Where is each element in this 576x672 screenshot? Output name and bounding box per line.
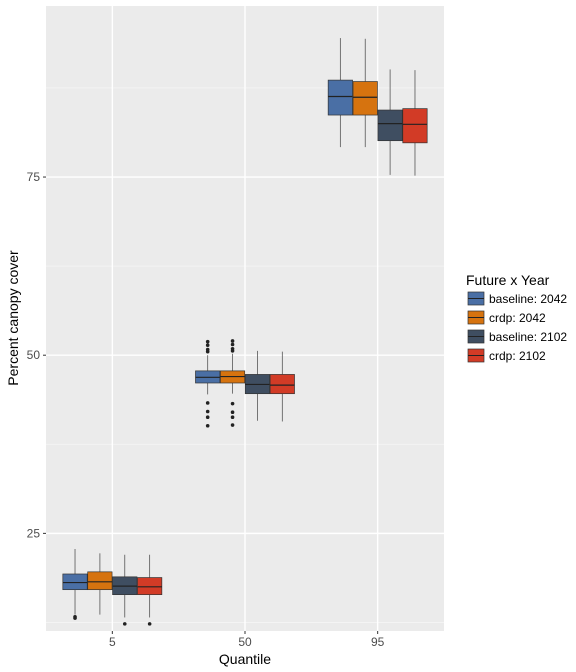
outlier-point — [205, 349, 210, 354]
legend-title: Future x Year — [466, 272, 550, 288]
legend-label: baseline: 2042 — [489, 292, 567, 306]
box-iqr — [377, 109, 403, 142]
outlier-point — [230, 410, 235, 415]
box-group — [327, 38, 353, 148]
y-axis-title: Percent canopy cover — [5, 250, 21, 386]
box-group — [244, 350, 270, 421]
box-series — [87, 38, 378, 615]
y-tick-label: 75 — [27, 170, 41, 184]
legend-label: crdp: 2042 — [489, 311, 546, 325]
box-iqr — [402, 108, 428, 144]
box-group — [377, 69, 403, 175]
box-group — [112, 554, 138, 626]
outlier-point — [205, 339, 210, 344]
outlier-point — [230, 415, 235, 420]
box-series — [137, 70, 428, 626]
legend-label: crdp: 2102 — [489, 349, 546, 363]
box-group — [352, 38, 378, 148]
outlier-point — [122, 622, 127, 626]
box-iqr — [352, 81, 378, 116]
x-tick-label: 95 — [371, 635, 385, 649]
box-group — [62, 549, 88, 620]
box-group — [137, 554, 163, 626]
y-axis: 25 50 75 — [27, 170, 46, 540]
x-axis-title: Quantile — [219, 651, 271, 667]
box-series-layer — [62, 38, 428, 626]
x-tick-label: 50 — [238, 635, 252, 649]
box-iqr — [269, 374, 295, 395]
legend-label: baseline: 2102 — [489, 330, 567, 344]
outlier-point — [230, 423, 235, 427]
outlier-point — [230, 339, 235, 343]
x-axis: 5 50 95 — [109, 631, 385, 649]
box-series — [62, 38, 353, 620]
box-iqr — [62, 573, 88, 591]
legend: Future x Year baseline: 2042 crdp: 2042 ba… — [466, 272, 567, 363]
grid-lines — [46, 6, 444, 631]
box-iqr — [137, 577, 163, 596]
y-tick-label: 50 — [27, 348, 41, 362]
box-series — [112, 69, 403, 626]
outlier-point — [205, 401, 210, 405]
outlier-point — [230, 401, 235, 406]
outlier-point — [205, 415, 210, 420]
box-iqr — [327, 79, 353, 116]
outlier-point — [73, 616, 77, 620]
box-iqr — [87, 571, 113, 591]
box-group — [220, 339, 246, 427]
outlier-point — [205, 409, 210, 414]
outlier-point — [230, 349, 235, 353]
outlier-point — [205, 343, 210, 348]
y-tick-label: 25 — [27, 526, 41, 540]
outlier-point — [205, 423, 210, 428]
box-group — [195, 339, 221, 428]
x-tick-label: 5 — [109, 635, 116, 649]
box-group — [87, 553, 113, 615]
box-group — [269, 351, 295, 422]
outlier-point — [147, 622, 152, 626]
box-group — [402, 70, 428, 176]
outlier-point — [230, 342, 235, 347]
